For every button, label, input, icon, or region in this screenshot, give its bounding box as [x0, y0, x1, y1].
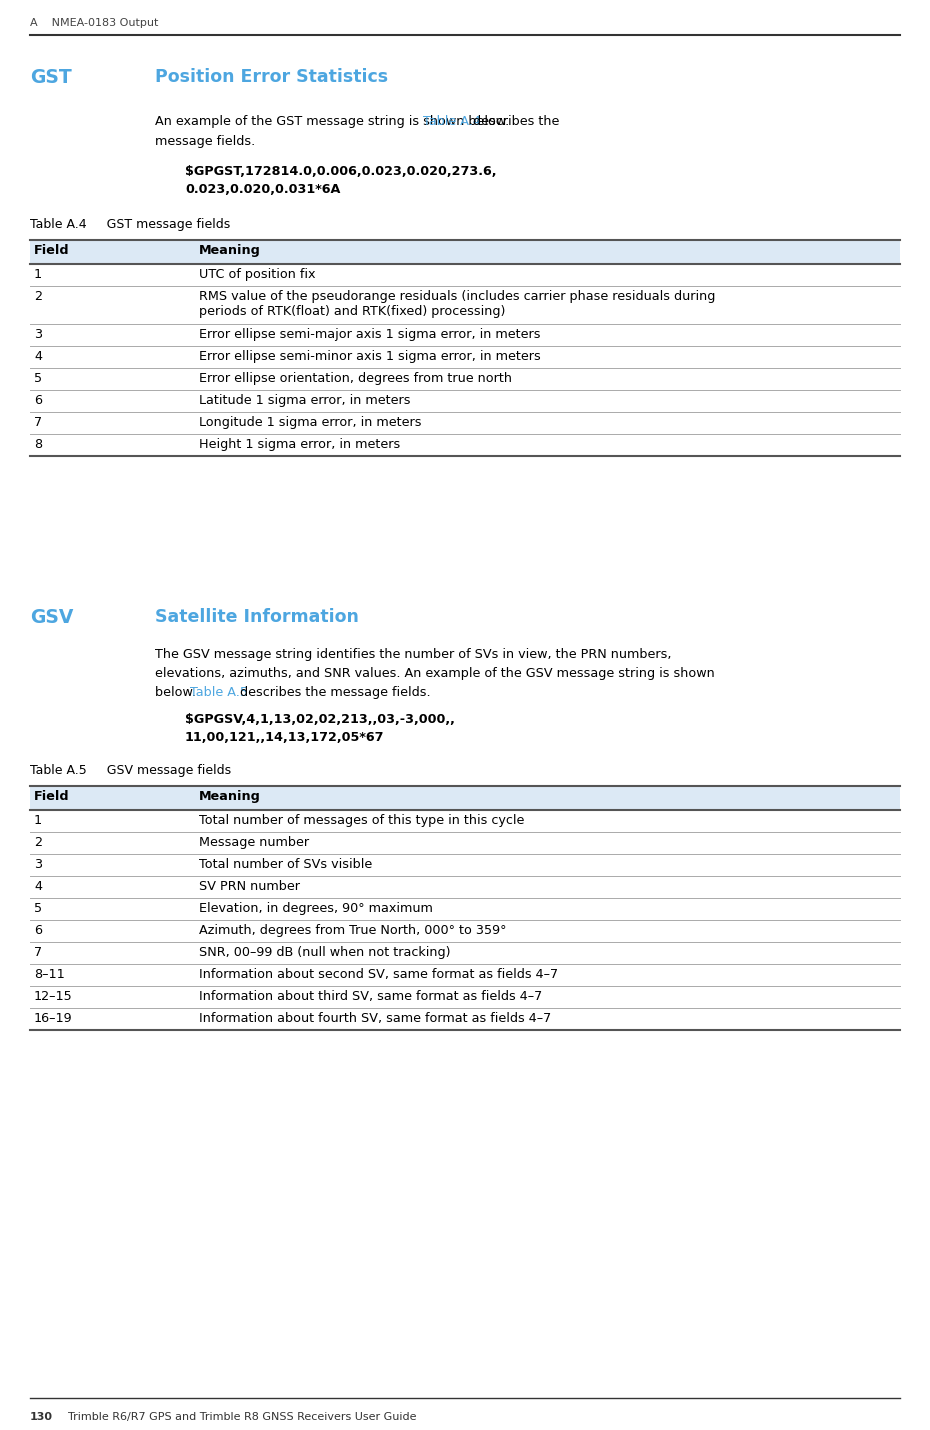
Text: 130: 130	[30, 1411, 53, 1421]
Text: An example of the GST message string is shown below.: An example of the GST message string is …	[155, 114, 513, 129]
Text: Information about second SV, same format as fields 4–7: Information about second SV, same format…	[199, 968, 558, 981]
Text: 0.023,0.020,0.031*6A: 0.023,0.020,0.031*6A	[185, 183, 340, 196]
Text: 3: 3	[34, 858, 42, 871]
Text: Error ellipse semi-major axis 1 sigma error, in meters: Error ellipse semi-major axis 1 sigma er…	[199, 327, 540, 340]
Text: Error ellipse orientation, degrees from true north: Error ellipse orientation, degrees from …	[199, 372, 512, 385]
Text: 12–15: 12–15	[34, 990, 73, 1002]
Text: SNR, 00–99 dB (null when not tracking): SNR, 00–99 dB (null when not tracking)	[199, 947, 450, 960]
Text: Information about third SV, same format as fields 4–7: Information about third SV, same format …	[199, 990, 542, 1002]
Text: 16–19: 16–19	[34, 1012, 73, 1025]
Text: Table A.4     GST message fields: Table A.4 GST message fields	[30, 217, 231, 232]
Text: RMS value of the pseudorange residuals (includes carrier phase residuals during
: RMS value of the pseudorange residuals (…	[199, 290, 715, 317]
Text: Table A.4: Table A.4	[423, 114, 481, 129]
Text: UTC of position fix: UTC of position fix	[199, 267, 315, 282]
Text: below.: below.	[155, 686, 200, 699]
Text: Message number: Message number	[199, 837, 309, 849]
Text: 3: 3	[34, 327, 42, 340]
Text: Meaning: Meaning	[199, 789, 261, 804]
Text: Elevation, in degrees, 90° maximum: Elevation, in degrees, 90° maximum	[199, 902, 432, 915]
Text: message fields.: message fields.	[155, 134, 255, 147]
Text: Trimble R6/R7 GPS and Trimble R8 GNSS Receivers User Guide: Trimble R6/R7 GPS and Trimble R8 GNSS Re…	[68, 1411, 417, 1421]
Text: 7: 7	[34, 947, 42, 960]
Text: 5: 5	[34, 372, 42, 385]
Text: $GPGSV,4,1,13,02,02,213,,03,-3,000,,: $GPGSV,4,1,13,02,02,213,,03,-3,000,,	[185, 714, 455, 726]
Text: 6: 6	[34, 395, 42, 408]
Text: Meaning: Meaning	[199, 245, 261, 257]
Text: 6: 6	[34, 924, 42, 937]
Text: Table A.5: Table A.5	[191, 686, 248, 699]
Text: 2: 2	[34, 290, 42, 303]
Text: The GSV message string identifies the number of SVs in view, the PRN numbers,: The GSV message string identifies the nu…	[155, 648, 671, 661]
Text: Height 1 sigma error, in meters: Height 1 sigma error, in meters	[199, 438, 400, 450]
Text: 8–11: 8–11	[34, 968, 65, 981]
Bar	[30, 787, 900, 809]
Text: Field: Field	[34, 245, 70, 257]
Text: 2: 2	[34, 837, 42, 849]
Text: Satellite Information: Satellite Information	[155, 608, 359, 626]
Text: Field: Field	[34, 789, 70, 804]
Text: Total number of SVs visible: Total number of SVs visible	[199, 858, 372, 871]
Text: Total number of messages of this type in this cycle: Total number of messages of this type in…	[199, 814, 525, 827]
Text: GSV: GSV	[30, 608, 73, 626]
Text: 11,00,121,,14,13,172,05*67: 11,00,121,,14,13,172,05*67	[185, 731, 384, 744]
Bar	[30, 240, 900, 265]
Text: Position Error Statistics: Position Error Statistics	[155, 69, 388, 86]
Text: Table A.5     GSV message fields: Table A.5 GSV message fields	[30, 764, 232, 776]
Text: 1: 1	[34, 267, 42, 282]
Text: describes the: describes the	[469, 114, 559, 129]
Text: elevations, azimuths, and SNR values. An example of the GSV message string is sh: elevations, azimuths, and SNR values. An…	[155, 666, 715, 681]
Text: 4: 4	[34, 350, 42, 363]
Text: $GPGST,172814.0,0.006,0.023,0.020,273.6,: $GPGST,172814.0,0.006,0.023,0.020,273.6,	[185, 164, 497, 177]
Text: Information about fourth SV, same format as fields 4–7: Information about fourth SV, same format…	[199, 1012, 551, 1025]
Text: GST: GST	[30, 69, 72, 87]
Text: 8: 8	[34, 438, 42, 450]
Text: 1: 1	[34, 814, 42, 827]
Text: 7: 7	[34, 416, 42, 429]
Text: Azimuth, degrees from True North, 000° to 359°: Azimuth, degrees from True North, 000° t…	[199, 924, 507, 937]
Text: A    NMEA-0183 Output: A NMEA-0183 Output	[30, 19, 158, 29]
Text: Longitude 1 sigma error, in meters: Longitude 1 sigma error, in meters	[199, 416, 421, 429]
Text: describes the message fields.: describes the message fields.	[236, 686, 431, 699]
Text: 4: 4	[34, 879, 42, 892]
Text: Latitude 1 sigma error, in meters: Latitude 1 sigma error, in meters	[199, 395, 410, 408]
Text: Error ellipse semi-minor axis 1 sigma error, in meters: Error ellipse semi-minor axis 1 sigma er…	[199, 350, 540, 363]
Text: 5: 5	[34, 902, 42, 915]
Text: SV PRN number: SV PRN number	[199, 879, 300, 892]
